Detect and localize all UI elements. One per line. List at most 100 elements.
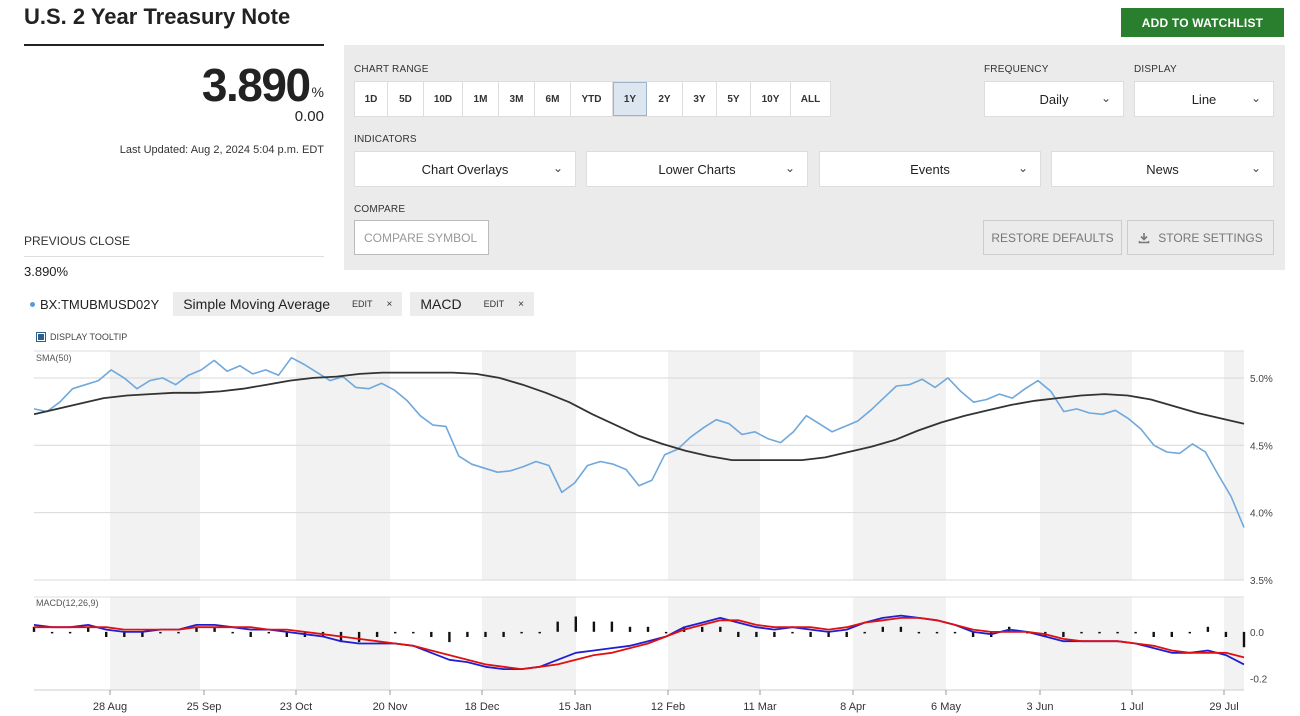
x-tick-label: 11 Mar [743,701,777,713]
chart-overlays-select[interactable]: Chart Overlays ⌄ [354,151,576,187]
month-band [668,597,760,690]
price-y-axis: 5.0% 4.5% 4.0% 3.5% [1250,374,1273,587]
histogram-bar [935,631,939,634]
histogram-bar [791,631,794,634]
chart-background-bands [110,351,1244,690]
indicator-chips: BX:TMUBMUSD02Y Simple Moving Average EDI… [30,292,542,316]
display-label: DISPLAY [1134,64,1177,75]
range-ytd-button[interactable]: YTD [571,82,613,116]
x-tick-label: 6 May [931,701,961,713]
store-settings-label: STORE SETTINGS [1158,230,1263,245]
month-band [110,351,200,580]
chevron-down-icon: ⌄ [1250,161,1261,175]
histogram-bar [50,631,54,634]
month-band [1224,597,1244,690]
chevron-down-icon: ⌄ [1100,91,1111,105]
histogram-bar [105,631,108,637]
chart-overlays-label: Chart Overlays [421,161,509,177]
range-3m-button[interactable]: 3M [499,82,535,116]
events-select[interactable]: Events ⌄ [819,151,1041,187]
macd-y-axis: 0.0 -0.2 [1250,628,1268,686]
price-series-line [33,356,1245,528]
price-y-tick-label: 5.0% [1250,374,1273,385]
lower-charts-select[interactable]: Lower Charts ⌄ [586,151,808,187]
range-10y-button[interactable]: 10Y [751,82,791,116]
histogram-bar [213,626,216,632]
histogram-bar [1116,631,1119,634]
quote-summary: 3.890 % 0.00 Last Updated: Aug 2, 2024 5… [24,44,324,279]
symbol-legend: BX:TMUBMUSD02Y [30,297,159,312]
histogram-bar [502,631,505,637]
histogram-bar [1080,631,1083,634]
range-1d-button[interactable]: 1D [355,82,388,116]
add-to-watchlist-button[interactable]: ADD TO WATCHLIST [1121,8,1284,37]
events-label: Events [910,161,950,177]
range-10d-button[interactable]: 10D [424,82,463,116]
frequency-select[interactable]: Daily ⌄ [984,81,1124,117]
x-tick-label: 28 Aug [93,701,127,713]
range-1y-button[interactable]: 1Y [613,82,647,116]
histogram-bar [971,631,975,637]
chevron-down-icon: ⌄ [1250,91,1261,105]
lower-charts-label: Lower Charts [658,161,736,177]
x-tick-label: 20 Nov [373,701,408,713]
month-band [1224,351,1244,580]
macd-chip-label: MACD [420,296,462,312]
range-5d-button[interactable]: 5D [388,82,424,116]
chevron-down-icon: ⌄ [552,161,563,175]
histogram-bar [412,631,415,634]
x-tick-label: 15 Jan [558,701,591,713]
quote-unit: % [311,84,324,100]
x-tick-label: 8 Apr [840,701,866,713]
histogram-bar [375,631,379,637]
compare-symbol-input[interactable]: COMPARE SYMBOL [354,220,489,255]
series-dot-icon [30,301,35,307]
range-1m-button[interactable]: 1M [463,82,499,116]
macd-edit-button[interactable]: EDIT [483,299,505,309]
sma-chip: Simple Moving Average EDIT × [173,292,403,316]
store-settings-button[interactable]: STORE SETTINGS [1127,220,1274,255]
histogram-bar [664,631,668,634]
histogram-bar [1134,631,1137,634]
histogram-bar [159,631,162,634]
previous-close-label: PREVIOUS CLOSE [24,234,324,257]
sma-series-line [33,371,1245,461]
chevron-down-icon: ⌄ [1017,161,1028,175]
macd-close-icon[interactable]: × [518,298,524,310]
histogram-bar [917,631,921,634]
histogram-bar [592,621,596,632]
display-value: Line [1191,91,1217,107]
x-tick-label: 1 Jul [1120,701,1143,713]
x-axis: 28 Aug 25 Sep 23 Oct 20 Nov 18 Dec 15 Jan 12 F… [93,690,1239,713]
x-tick-label: 23 Oct [280,701,312,713]
display-select[interactable]: Line ⌄ [1134,81,1274,117]
histogram-bar [701,626,704,632]
price-chart[interactable]: SMA(50) MACD(12,26,9) 5.0% 4.5% 4.0% 3.5% 0… [0,340,1300,716]
histogram-bar [1152,631,1155,637]
histogram-bar [845,631,848,637]
compare-label: COMPARE [354,204,406,215]
histogram-bar [556,621,559,632]
sma-close-icon[interactable]: × [386,298,393,310]
macd-y-tick-label: -0.2 [1250,674,1268,685]
sma-panel-title: SMA(50) [36,353,72,363]
histogram-bar [177,631,180,634]
sma-edit-button[interactable]: EDIT [352,299,373,309]
histogram-bar [123,631,126,637]
range-5y-button[interactable]: 5Y [717,82,751,116]
price-y-tick-label: 3.5% [1250,576,1273,587]
restore-defaults-button[interactable]: RESTORE DEFAULTS [983,220,1122,255]
display-tooltip-toggle[interactable]: DISPLAY TOOLTIP [36,332,127,342]
range-3y-button[interactable]: 3Y [683,82,717,116]
histogram-bar [863,631,866,634]
histogram-bar [538,631,541,634]
histogram-bar [448,631,451,643]
histogram-bar [141,631,144,637]
range-all-button[interactable]: ALL [800,93,821,105]
histogram-bar [285,631,288,637]
range-6m-button[interactable]: 6M [535,82,571,116]
range-2y-button[interactable]: 2Y [647,82,683,116]
histogram-bar [1062,631,1065,637]
histogram-bar [430,631,433,637]
news-select[interactable]: News ⌄ [1051,151,1274,187]
